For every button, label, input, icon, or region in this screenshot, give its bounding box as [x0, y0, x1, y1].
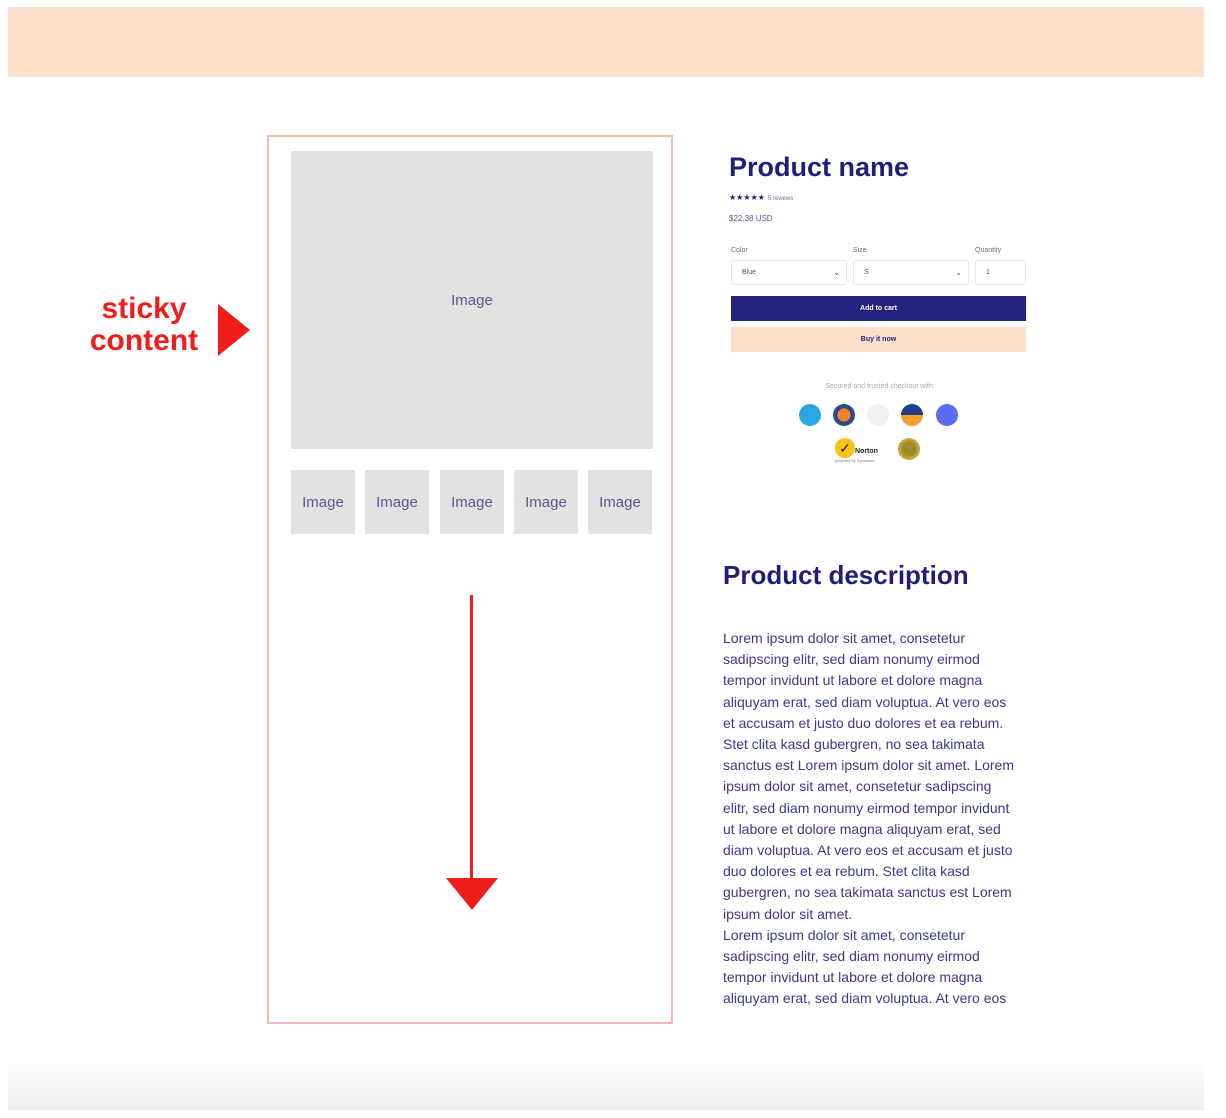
description-line: aliquyam erat, sed diam voluptua. At ver…	[723, 693, 1007, 710]
description-line: sadipscing elitr, sed diam nonumy eirmod	[723, 948, 980, 965]
description-line: tempor invidunt ut labore et dolore magn…	[723, 969, 983, 986]
norton-sub: powered by Symantec	[835, 458, 875, 463]
thumbnail[interactable]: Image	[365, 470, 429, 534]
description-line: et accusam et justo duo dolores et ea re…	[723, 714, 1004, 731]
review-count: 5 reviews	[767, 196, 794, 202]
arrow-right-icon	[218, 304, 250, 356]
price: $22.38 USD	[729, 214, 773, 223]
description-title: Product description	[723, 560, 969, 590]
rating[interactable]: ★★★★★ 5 reviews	[729, 193, 793, 202]
description-line: duo dolores et ea rebum. Stet clita kasd	[723, 863, 970, 880]
description-line: elitr, sed diam nonumy eirmod tempor inv…	[723, 799, 1010, 816]
sticky-gallery	[267, 135, 673, 1024]
amex-icon	[799, 404, 821, 426]
page-header	[8, 7, 1204, 77]
description-line: gubergren, no sea takimata sanctus est L…	[723, 884, 1012, 901]
description-line: diam voluptua. At vero eos et accusam et…	[723, 842, 1013, 859]
color-select[interactable]: Blue ⌄	[731, 260, 847, 285]
description-line: ipsum dolor sit amet, consetetur sadipsc…	[723, 778, 992, 795]
size-value: S	[864, 269, 869, 276]
visa-icon	[901, 404, 923, 426]
seal-icon	[898, 438, 920, 460]
sticky-annotation: sticky content	[84, 293, 204, 357]
thumbnail[interactable]: Image	[588, 470, 652, 534]
color-value: Blue	[742, 269, 757, 276]
color-label: Color	[731, 247, 748, 254]
star-icons: ★★★★★	[729, 193, 765, 202]
description-line: ipsum dolor sit amet.	[723, 905, 853, 922]
description-line: sadipscing elitr, sed diam nonumy eirmod	[723, 651, 980, 668]
description-line: sanctus est Lorem ipsum dolor sit amet. …	[723, 757, 1015, 774]
paypal-icon	[867, 404, 889, 426]
description-line: tempor invidunt ut labore et dolore magn…	[723, 672, 983, 689]
chevron-down-icon: ⌄	[955, 268, 962, 277]
product-name: Product name	[729, 152, 910, 182]
size-label: Size	[853, 247, 867, 254]
thumbnail[interactable]: Image	[440, 470, 504, 534]
annotation-line: sticky	[101, 292, 187, 325]
description-line: ut labore et dolore magna aliquyam erat,…	[723, 820, 1001, 837]
norton-badge: ✓ Norton powered by Symantec	[835, 438, 887, 468]
arrow-down-icon	[446, 878, 498, 910]
checkmark-icon: ✓	[835, 438, 855, 458]
size-select[interactable]: S ⌄	[853, 260, 969, 285]
thumbnail[interactable]: Image	[291, 470, 355, 534]
annotation-line: content	[89, 324, 199, 357]
quantity-value: 1	[986, 269, 990, 276]
add-to-cart-button[interactable]: Add to cart	[731, 296, 1026, 321]
scroll-arrow	[470, 595, 473, 885]
page-footer	[8, 1060, 1204, 1110]
description-line: aliquyam erat, sed diam voluptua. At ver…	[723, 990, 1007, 1007]
description-body: Lorem ipsum dolor sit amet, consetetur sa…	[723, 628, 1014, 1010]
secure-checkout-text: Secured and trusted checkout with:	[825, 383, 935, 390]
quantity-input[interactable]: 1	[975, 260, 1026, 285]
gpay-icon	[936, 404, 958, 426]
buy-now-button[interactable]: Buy it now	[731, 327, 1026, 352]
thumbnail[interactable]: Image	[514, 470, 578, 534]
description-line: Stet clita kasd gubergren, no sea takima…	[723, 736, 985, 753]
norton-label: Norton	[855, 448, 878, 455]
quantity-label: Quantity	[975, 247, 1002, 254]
main-image[interactable]: Image	[291, 151, 653, 449]
mastercard-icon	[833, 404, 855, 426]
chevron-down-icon: ⌄	[833, 268, 840, 277]
description-line: Lorem ipsum dolor sit amet, consetetur	[723, 630, 965, 646]
description-line: Lorem ipsum dolor sit amet, consetetur	[723, 926, 965, 943]
